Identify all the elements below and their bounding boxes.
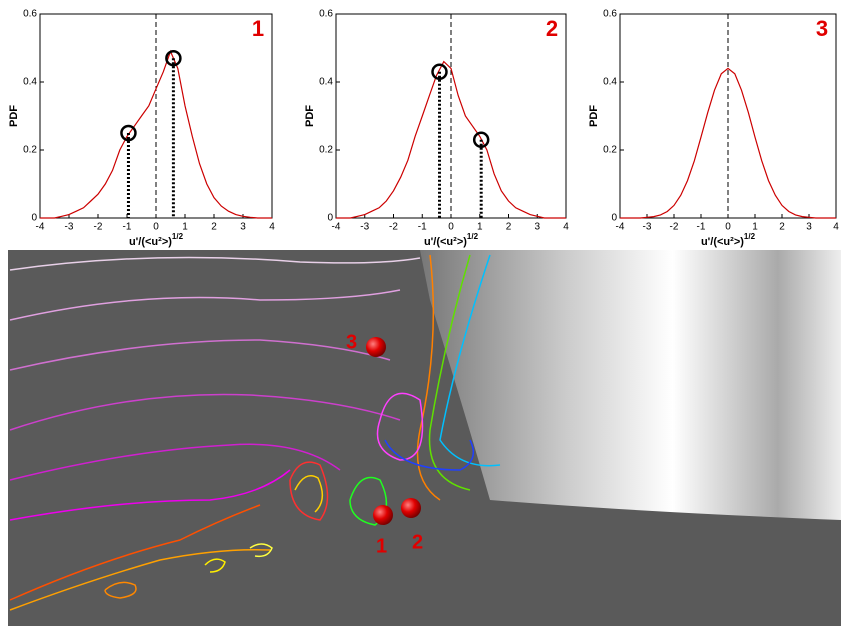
- pdf-curve: [336, 60, 566, 219]
- x-tick-label: -3: [65, 222, 74, 233]
- x-tick-label: 4: [833, 222, 839, 233]
- plot-frame: [335, 13, 567, 219]
- y-tick-label: 0.2: [23, 145, 37, 156]
- probe: [401, 498, 421, 518]
- pdf-chart: -4 -3 -2 -1 0 1 2 3 4 0 0.2 0.4 0.6 1 PDF u'/(<u²>)1/2: [8, 9, 275, 248]
- x-axis-label-base: u'/(<u²>): [129, 236, 172, 248]
- probe-label: 3: [346, 331, 357, 353]
- x-tick-label: 0: [448, 222, 454, 233]
- x-tick-label: -3: [643, 222, 652, 233]
- y-tick-label: 0: [611, 213, 617, 224]
- x-axis-label: u'/(<u²>)1/2: [701, 232, 756, 248]
- y-tick-label: 0: [31, 213, 37, 224]
- x-tick-label: -1: [123, 222, 132, 233]
- pdf-curve: [620, 67, 836, 219]
- probe-label: 1: [376, 535, 387, 557]
- cylinder: [420, 250, 841, 520]
- plot-frame: [619, 13, 837, 219]
- y-tick-label: 0.2: [319, 145, 333, 156]
- x-tick-label: -1: [697, 222, 706, 233]
- x-axis-label-exponent: 1/2: [744, 232, 756, 241]
- pdf-curve: [40, 49, 272, 219]
- x-tick-label: -4: [332, 222, 341, 233]
- x-tick-label: 3: [534, 222, 540, 233]
- y-tick-label: 0.4: [23, 77, 37, 88]
- chart-title: 2: [546, 16, 558, 41]
- x-tick-label: 4: [563, 222, 569, 233]
- marker: [120, 124, 137, 142]
- chart-title: 3: [816, 16, 828, 41]
- x-tick-label: 1: [477, 222, 483, 233]
- marker: [431, 63, 448, 81]
- y-axis-label: PDF: [588, 105, 600, 127]
- probe-label: 2: [412, 531, 423, 553]
- x-tick-label: 1: [182, 222, 188, 233]
- marker: [165, 49, 182, 67]
- y-tick-label: 0.4: [603, 77, 617, 88]
- x-tick-label: -4: [36, 222, 45, 233]
- x-tick-label: 1: [752, 222, 758, 233]
- y-tick-label: 0.6: [319, 9, 333, 20]
- x-tick-label: 3: [806, 222, 812, 233]
- y-tick-label: 0.6: [23, 9, 37, 20]
- x-tick-label: -3: [360, 222, 369, 233]
- x-axis-label-exponent: 1/2: [467, 232, 479, 241]
- x-tick-label: 2: [506, 222, 512, 233]
- x-axis-label-base: u'/(<u²>): [701, 236, 744, 248]
- x-axis-label-base: u'/(<u²>): [424, 236, 467, 248]
- x-tick-label: 4: [269, 222, 275, 233]
- x-tick-label: -2: [94, 222, 103, 233]
- x-tick-label: 3: [240, 222, 246, 233]
- marker: [472, 131, 490, 149]
- streamlines: [9, 254, 501, 611]
- x-tick-label: 2: [211, 222, 217, 233]
- y-axis-label: PDF: [8, 105, 20, 127]
- x-tick-label: 0: [725, 222, 731, 233]
- flow-image: 3 1 2: [8, 250, 841, 626]
- plot-frame: [39, 13, 273, 219]
- chart-title: 1: [252, 16, 264, 41]
- x-tick-label: -2: [389, 222, 398, 233]
- probe: [373, 505, 393, 525]
- x-tick-label: -4: [616, 222, 625, 233]
- y-tick-label: 0: [327, 213, 333, 224]
- pdf-chart: -4 -3 -2 -1 0 1 2 3 4 0 0.2 0.4 0.6 2 PDF u'/(<u²>)1/2: [304, 9, 569, 248]
- y-axis-label: PDF: [304, 105, 316, 127]
- x-tick-label: -2: [670, 222, 679, 233]
- y-tick-label: 0.6: [603, 9, 617, 20]
- y-tick-label: 0.4: [319, 77, 333, 88]
- x-axis-label: u'/(<u²>)1/2: [129, 232, 184, 248]
- x-tick-label: 0: [153, 222, 159, 233]
- y-tick-label: 0.2: [603, 145, 617, 156]
- x-tick-label: -1: [418, 222, 427, 233]
- x-axis-label: u'/(<u²>)1/2: [424, 232, 479, 248]
- pdf-chart: -4 -3 -2 -1 0 1 2 3 4 0 0.2 0.4 0.6 3 PDF u'/(<u²>)1/2: [588, 9, 839, 248]
- probe: [366, 337, 386, 357]
- x-axis-label-exponent: 1/2: [172, 232, 184, 241]
- x-tick-label: 2: [779, 222, 785, 233]
